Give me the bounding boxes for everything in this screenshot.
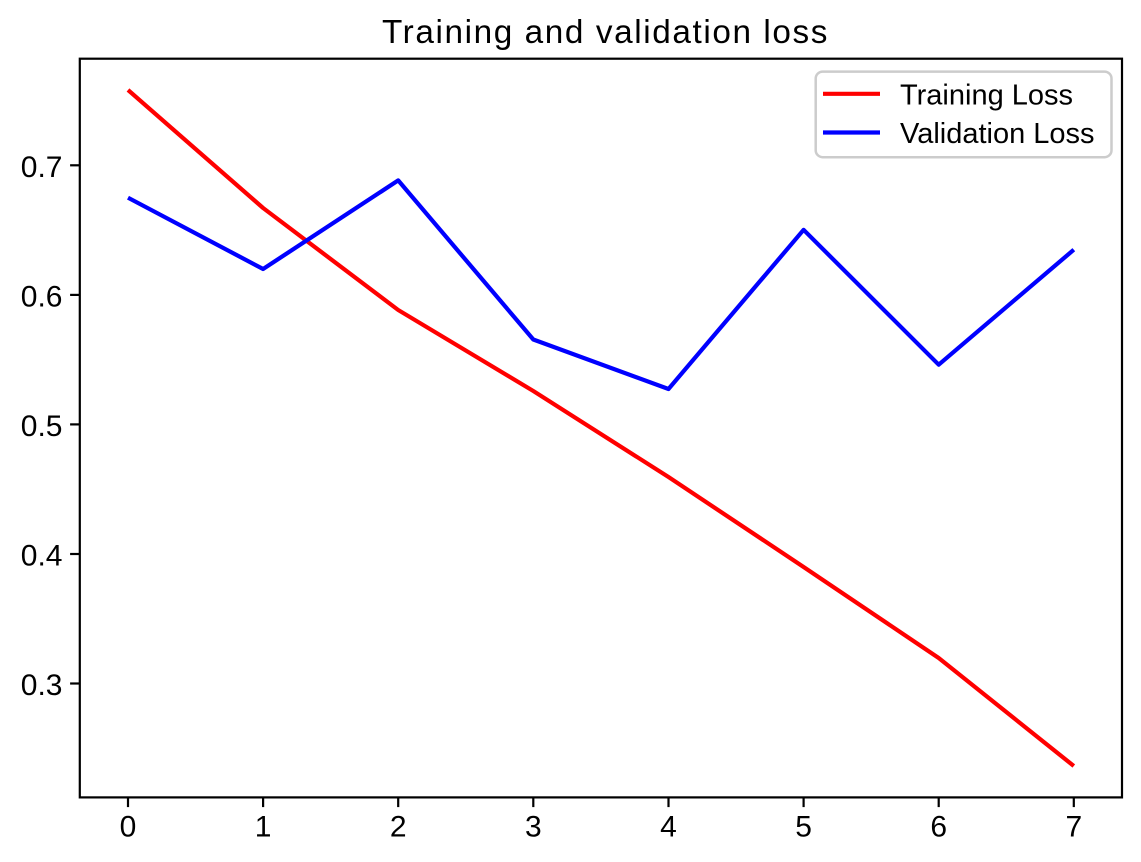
svg-text:0: 0 [120,811,137,844]
svg-text:Validation Loss: Validation Loss [900,118,1095,150]
svg-text:0.7: 0.7 [21,151,63,184]
svg-text:3: 3 [525,811,542,844]
svg-text:2: 2 [390,811,407,844]
svg-text:6: 6 [930,811,947,844]
svg-text:4: 4 [660,811,677,844]
svg-text:0.6: 0.6 [21,280,63,313]
svg-text:0.3: 0.3 [21,669,63,702]
svg-text:7: 7 [1065,811,1082,844]
svg-text:1: 1 [255,811,272,844]
svg-text:5: 5 [795,811,812,844]
svg-text:0.5: 0.5 [21,410,63,443]
svg-text:0.4: 0.4 [21,540,63,573]
svg-text:Training Loss: Training Loss [900,80,1073,112]
svg-text:Training and validation loss: Training and validation loss [382,14,829,51]
